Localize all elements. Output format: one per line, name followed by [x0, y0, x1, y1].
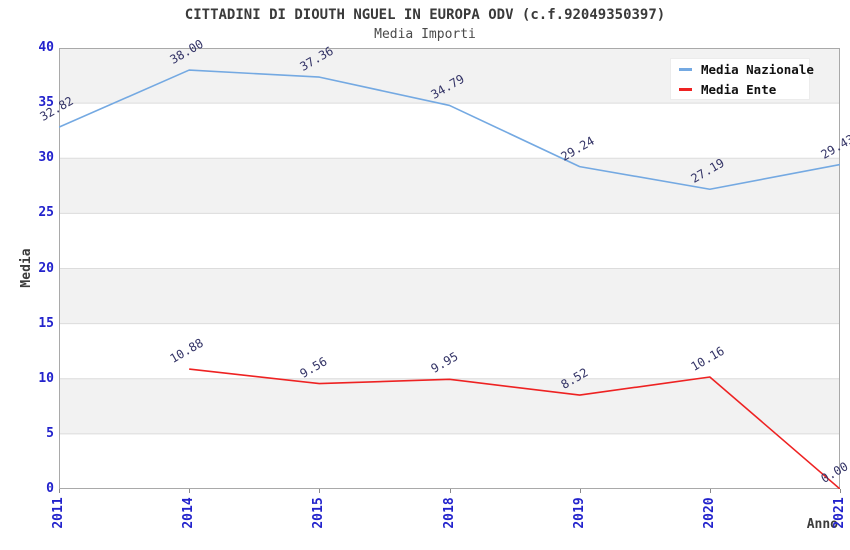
x-tick-mark — [840, 489, 841, 493]
x-tick-label: 2019 — [571, 497, 587, 529]
y-tick-label: 25 — [38, 205, 54, 221]
chart-subtitle: Media Importi — [374, 27, 476, 42]
legend-line-swatch-blue — [679, 67, 692, 71]
y-tick-label: 35 — [38, 95, 54, 111]
grid-band — [59, 158, 840, 214]
y-tick-label: 20 — [38, 260, 54, 276]
y-tick-label: 5 — [46, 425, 54, 441]
legend-item-media-ente: Media Ente — [679, 82, 801, 97]
legend: Media Nazionale Media Ente — [670, 58, 814, 100]
x-tick-mark — [579, 489, 581, 493]
x-tick-mark — [189, 489, 191, 493]
grid-band — [59, 433, 840, 489]
x-tick-label: 2021 — [832, 497, 847, 529]
y-tick-label: 30 — [38, 150, 54, 166]
x-tick-mark — [319, 489, 321, 493]
series-line-media-ente — [189, 368, 840, 489]
x-tick-mark — [709, 489, 711, 493]
plot-border — [59, 48, 840, 489]
x-tick-label: 2020 — [701, 497, 717, 529]
series-line-media-nazionale — [59, 69, 840, 191]
legend-item-media-nazionale: Media Nazionale — [679, 62, 814, 77]
legend-line-swatch-red — [679, 87, 692, 91]
x-tick-label: 2014 — [181, 497, 197, 529]
x-tick-mark — [59, 489, 60, 493]
x-tick-label: 2015 — [311, 497, 327, 529]
legend-label: Media Ente — [701, 81, 777, 97]
grid-band — [59, 268, 840, 324]
y-tick-label: 10 — [38, 370, 54, 386]
y-tick-label: 0 — [46, 481, 54, 496]
plot-area — [59, 48, 840, 489]
chart-title: CITTADINI DI DIOUTH NGUEL IN EUROPA ODV … — [184, 7, 666, 23]
x-axis-title: Anno — [806, 517, 838, 532]
legend-label: Media Nazionale — [701, 61, 814, 77]
plot-canvas — [59, 48, 840, 489]
y-tick-label: 40 — [38, 40, 54, 55]
grid-band — [59, 378, 840, 434]
grid-band — [59, 213, 840, 269]
grid-band — [59, 103, 840, 159]
x-tick-label: 2018 — [441, 497, 457, 529]
x-tick-label: 2011 — [51, 497, 66, 529]
x-tick-mark — [449, 489, 451, 493]
y-tick-label: 15 — [38, 315, 54, 331]
